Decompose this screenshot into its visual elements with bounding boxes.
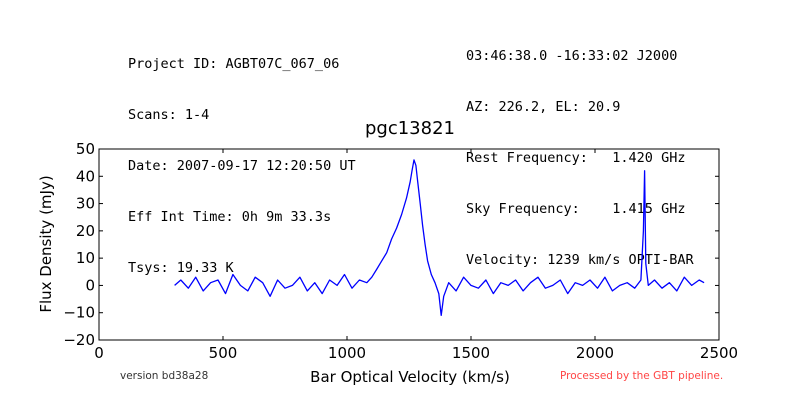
az-el-line: AZ: 226.2, EL: 20.9 <box>466 99 621 115</box>
observation-info-right: 03:46:38.0 -16:33:02 J2000 AZ: 226.2, EL… <box>466 14 694 286</box>
spectrum-line-0 <box>174 159 705 317</box>
y-tick-label: −10 <box>63 304 95 322</box>
x-axis-ticks: 0 500 1000 1500 2000 2500 <box>94 149 738 362</box>
x-axis-label: Bar Optical Velocity (km/s) <box>310 368 510 386</box>
y-axis-ticks: −20 −10 0 10 20 30 40 50 <box>63 140 719 349</box>
chart-title: pgc13821 <box>365 118 455 139</box>
y-tick-label: 10 <box>76 249 95 267</box>
pipeline-note: Processed by the GBT pipeline. <box>560 370 724 382</box>
y-tick-label: −20 <box>63 331 95 349</box>
plot-frame <box>98 148 720 341</box>
y-tick-label: 50 <box>76 140 95 158</box>
y-tick-label: 20 <box>76 222 95 240</box>
x-tick-label: 1500 <box>452 344 490 362</box>
x-tick-label: 0 <box>94 344 104 362</box>
rest-frequency-line: Rest Frequency: 1.420 GHz <box>466 150 686 166</box>
scans-line: Scans: 1-4 <box>128 107 210 123</box>
x-tick-label: 2500 <box>700 344 738 362</box>
project-id-line: Project ID: AGBT07C_067_06 <box>128 56 340 72</box>
y-tick-label: 30 <box>76 195 95 213</box>
y-tick-label: 40 <box>76 167 95 185</box>
x-tick-label: 2000 <box>576 344 614 362</box>
sky-frequency-line: Sky Frequency: 1.415 GHz <box>466 201 686 217</box>
coordinates-line: 03:46:38.0 -16:33:02 J2000 <box>466 48 678 64</box>
tsys-line: Tsys: 19.33 K <box>128 260 234 276</box>
x-tick-label: 500 <box>209 344 238 362</box>
y-axis-label: Flux Density (mJy) <box>37 175 55 312</box>
y-tick-label: 0 <box>85 276 95 294</box>
observation-info-left: Project ID: AGBT07C_067_06 Scans: 1-4 Da… <box>128 22 356 294</box>
eff-int-time-line: Eff Int Time: 0h 9m 33.3s <box>128 209 332 225</box>
version-note: version bd38a28 <box>120 370 209 382</box>
velocity-line: Velocity: 1239 km/s OPTI-BAR <box>466 252 694 268</box>
x-tick-label: 1000 <box>328 344 366 362</box>
spectrum-layer <box>174 159 705 317</box>
date-line: Date: 2007-09-17 12:20:50 UT <box>128 158 356 174</box>
